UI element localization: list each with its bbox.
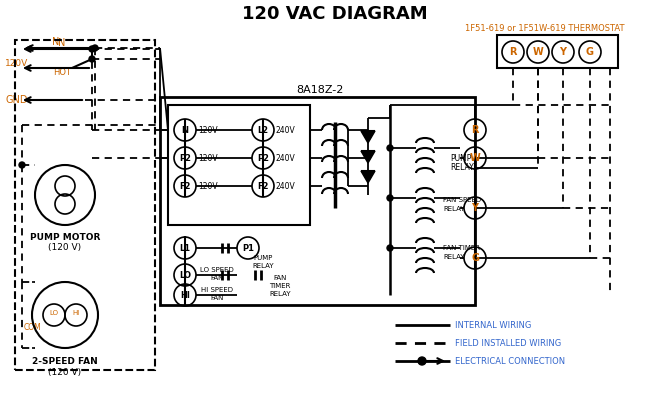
Text: COM: COM bbox=[23, 323, 41, 331]
Text: P2: P2 bbox=[179, 153, 191, 163]
Text: ELECTRICAL CONNECTION: ELECTRICAL CONNECTION bbox=[455, 357, 565, 365]
Text: RELAY: RELAY bbox=[252, 263, 274, 269]
Circle shape bbox=[92, 45, 98, 51]
Polygon shape bbox=[361, 151, 375, 163]
Text: PUMP: PUMP bbox=[253, 255, 273, 261]
Text: G: G bbox=[586, 47, 594, 57]
Text: HI SPEED: HI SPEED bbox=[201, 287, 233, 293]
Text: 120V: 120V bbox=[5, 59, 28, 67]
Text: 2-SPEED FAN: 2-SPEED FAN bbox=[32, 357, 98, 365]
Text: HOT: HOT bbox=[53, 67, 71, 77]
Polygon shape bbox=[361, 171, 375, 183]
Text: RELAY: RELAY bbox=[443, 254, 464, 260]
Text: R: R bbox=[471, 125, 479, 135]
Text: FIELD INSTALLED WIRING: FIELD INSTALLED WIRING bbox=[455, 339, 561, 347]
Text: L2: L2 bbox=[257, 126, 269, 134]
Text: PUMP MOTOR: PUMP MOTOR bbox=[29, 233, 100, 241]
Text: RELAY: RELAY bbox=[450, 163, 474, 171]
Text: LO: LO bbox=[179, 271, 191, 279]
Text: R: R bbox=[509, 47, 517, 57]
Text: 120V: 120V bbox=[198, 153, 218, 163]
Circle shape bbox=[19, 162, 25, 168]
Circle shape bbox=[387, 195, 393, 201]
Text: FAN: FAN bbox=[273, 275, 287, 281]
Text: 240V: 240V bbox=[276, 181, 295, 191]
Text: PUMP: PUMP bbox=[450, 153, 472, 163]
Text: INTERNAL WIRING: INTERNAL WIRING bbox=[455, 321, 531, 329]
Text: N: N bbox=[58, 38, 66, 48]
Text: 120V: 120V bbox=[198, 181, 218, 191]
Text: 240V: 240V bbox=[276, 153, 295, 163]
Text: N: N bbox=[182, 126, 188, 134]
Text: TIMER: TIMER bbox=[269, 283, 291, 289]
Text: HI: HI bbox=[180, 290, 190, 300]
Text: 120V: 120V bbox=[198, 126, 218, 134]
Circle shape bbox=[89, 46, 95, 52]
Text: N: N bbox=[52, 37, 60, 47]
Text: GND: GND bbox=[5, 95, 27, 105]
Text: G: G bbox=[471, 253, 479, 263]
Text: W: W bbox=[533, 47, 543, 57]
Circle shape bbox=[387, 145, 393, 151]
Text: Y: Y bbox=[559, 47, 567, 57]
Text: Y: Y bbox=[472, 203, 478, 213]
Text: 120 VAC DIAGRAM: 120 VAC DIAGRAM bbox=[242, 5, 428, 23]
Text: 8A18Z-2: 8A18Z-2 bbox=[296, 85, 344, 95]
Text: 1F51-619 or 1F51W-619 THERMOSTAT: 1F51-619 or 1F51W-619 THERMOSTAT bbox=[465, 23, 624, 33]
Text: HI: HI bbox=[72, 310, 80, 316]
Text: F2: F2 bbox=[180, 181, 191, 191]
Text: L1: L1 bbox=[180, 243, 190, 253]
Text: (120 V): (120 V) bbox=[48, 243, 82, 251]
Text: RELAY: RELAY bbox=[443, 206, 464, 212]
Polygon shape bbox=[361, 131, 375, 143]
Text: FAN: FAN bbox=[210, 295, 224, 301]
Text: LO SPEED: LO SPEED bbox=[200, 267, 234, 273]
Text: 240V: 240V bbox=[276, 126, 295, 134]
Text: LO: LO bbox=[50, 310, 58, 316]
Circle shape bbox=[387, 245, 393, 251]
Text: FAN SPEED: FAN SPEED bbox=[443, 197, 481, 203]
Text: RELAY: RELAY bbox=[269, 291, 291, 297]
Circle shape bbox=[89, 56, 95, 62]
Text: FAN TIMER: FAN TIMER bbox=[443, 245, 480, 251]
Text: FAN: FAN bbox=[210, 275, 224, 281]
Text: W: W bbox=[470, 153, 480, 163]
Circle shape bbox=[418, 357, 426, 365]
Text: (120 V): (120 V) bbox=[48, 367, 82, 377]
Text: P2: P2 bbox=[257, 153, 269, 163]
Text: P1: P1 bbox=[242, 243, 254, 253]
Text: F2: F2 bbox=[257, 181, 269, 191]
